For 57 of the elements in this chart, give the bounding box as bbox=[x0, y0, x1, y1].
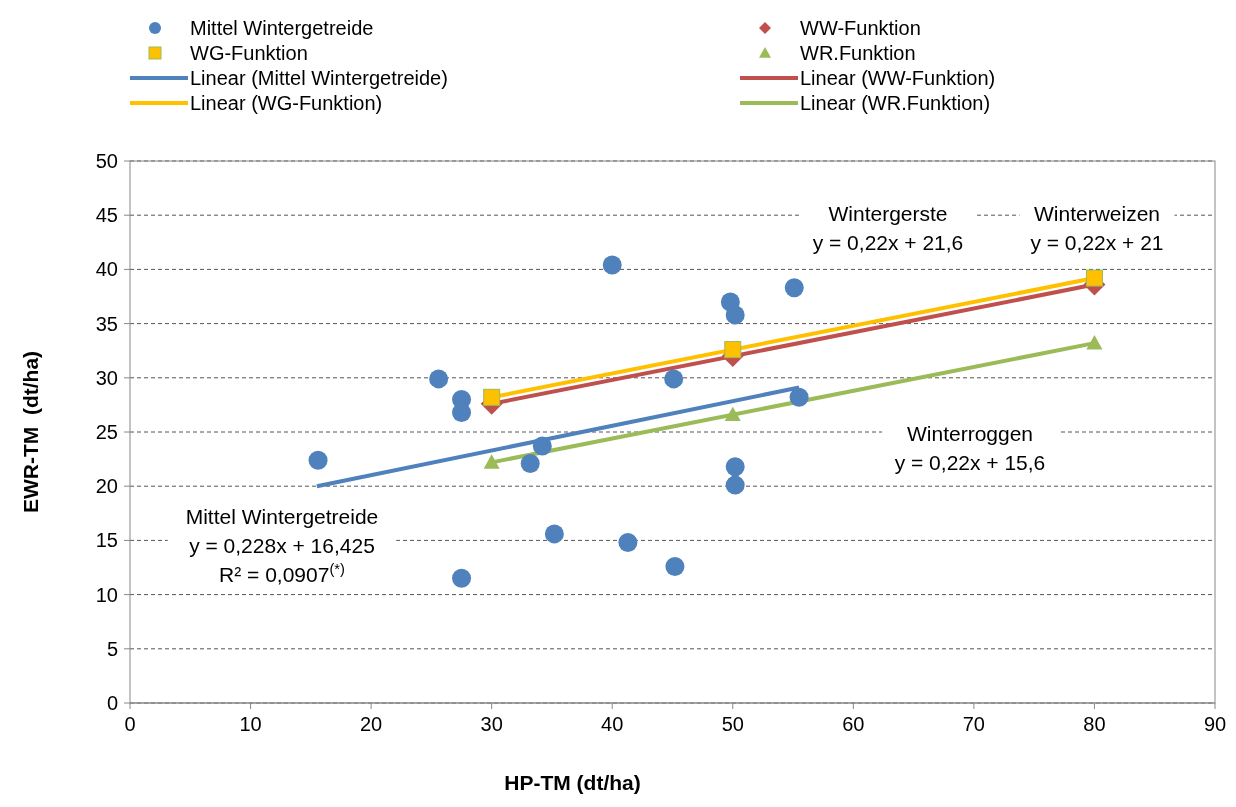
point bbox=[789, 387, 809, 407]
x-tick-label: 0 bbox=[124, 713, 136, 735]
y-axis-title: EWR-TM (dt/ha) bbox=[19, 350, 42, 514]
x-tick-label: 50 bbox=[721, 713, 744, 735]
legend-label: WW-Funktion bbox=[800, 17, 921, 39]
point bbox=[520, 453, 540, 473]
x-tick-label: 10 bbox=[239, 713, 262, 735]
y-tick-label: 45 bbox=[95, 204, 118, 227]
legend-label: Mittel Wintergetreide bbox=[190, 17, 374, 39]
point bbox=[665, 556, 685, 576]
point bbox=[618, 533, 638, 553]
x-tick-label: 30 bbox=[480, 713, 503, 735]
point bbox=[544, 524, 564, 544]
y-tick-label: 30 bbox=[95, 366, 118, 389]
point bbox=[452, 568, 472, 588]
point bbox=[1086, 335, 1103, 350]
y-tick-label: 5 bbox=[106, 637, 118, 660]
point bbox=[784, 278, 804, 298]
y-tick-label: 25 bbox=[95, 421, 118, 443]
point bbox=[452, 402, 472, 422]
y-tick-label: 50 bbox=[95, 150, 118, 172]
point bbox=[1085, 269, 1103, 287]
point bbox=[483, 454, 500, 469]
point bbox=[725, 475, 745, 495]
point bbox=[429, 369, 449, 389]
y-tick-label: 0 bbox=[106, 692, 118, 714]
legend-label: Linear (WW-Funktion) bbox=[800, 67, 996, 89]
legend-label: Linear (WR.Funktion) bbox=[800, 92, 991, 114]
annotation: Winterweizen y = 0,22x + 21 bbox=[1030, 202, 1164, 254]
point bbox=[725, 457, 745, 477]
annotation: Winterroggen y = 0,22x + 15,6 bbox=[894, 422, 1046, 474]
y-tick-label: 15 bbox=[95, 529, 118, 552]
point bbox=[532, 436, 552, 456]
legend-label: WG-Funktion bbox=[190, 42, 308, 64]
y-tick-label: 35 bbox=[95, 312, 118, 335]
x-tick-label: 70 bbox=[962, 713, 986, 735]
x-tick-label: 80 bbox=[1083, 713, 1106, 735]
x-axis-title: HP-TM (dt/ha) bbox=[504, 771, 641, 794]
point bbox=[602, 255, 622, 275]
point bbox=[725, 305, 745, 325]
y-tick-label: 10 bbox=[95, 583, 118, 606]
point bbox=[308, 450, 328, 470]
y-tick-label: 40 bbox=[95, 258, 118, 281]
point bbox=[724, 341, 742, 359]
x-tick-label: 90 bbox=[1203, 713, 1227, 735]
legend-label: Linear (WG-Funktion) bbox=[190, 92, 383, 114]
y-tick-label: 20 bbox=[95, 475, 118, 498]
legend-label: Linear (Mittel Wintergetreide) bbox=[190, 67, 448, 89]
point bbox=[483, 388, 501, 406]
x-tick-label: 20 bbox=[359, 713, 383, 735]
x-tick-label: 40 bbox=[601, 713, 624, 735]
annotation: Wintergerste y = 0,22x + 21,6 bbox=[812, 202, 964, 254]
x-tick-label: 60 bbox=[842, 713, 865, 735]
legend-label: WR.Funktion bbox=[800, 42, 916, 64]
annotation: Mittel Wintergetreide y = 0,228x + 16,425 R² = 0,0907$^{(*)}$ bbox=[185, 504, 379, 586]
point bbox=[724, 406, 741, 422]
point bbox=[664, 369, 684, 389]
